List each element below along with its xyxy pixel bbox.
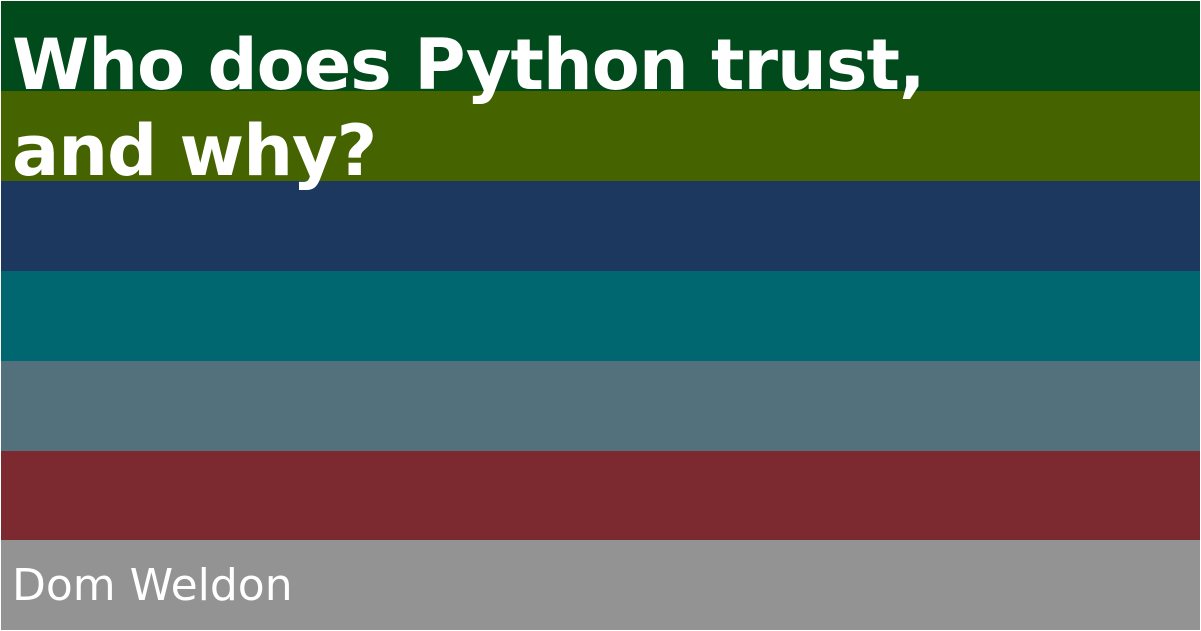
stripe-teal	[1, 271, 1200, 361]
author-name: Dom Weldon	[12, 560, 293, 611]
stripe-dark-green	[1, 1, 1200, 91]
title-line-1: Who does Python trust,	[12, 24, 926, 106]
stripe-olive-green	[1, 91, 1200, 181]
stripe-navy	[1, 181, 1200, 271]
stripe-slate	[1, 361, 1200, 451]
title-line-2: and why?	[12, 110, 377, 192]
stripe-gray	[1, 540, 1200, 630]
page-title: Who does Python trust, and why?	[12, 22, 926, 194]
stripe-maroon	[1, 451, 1200, 540]
